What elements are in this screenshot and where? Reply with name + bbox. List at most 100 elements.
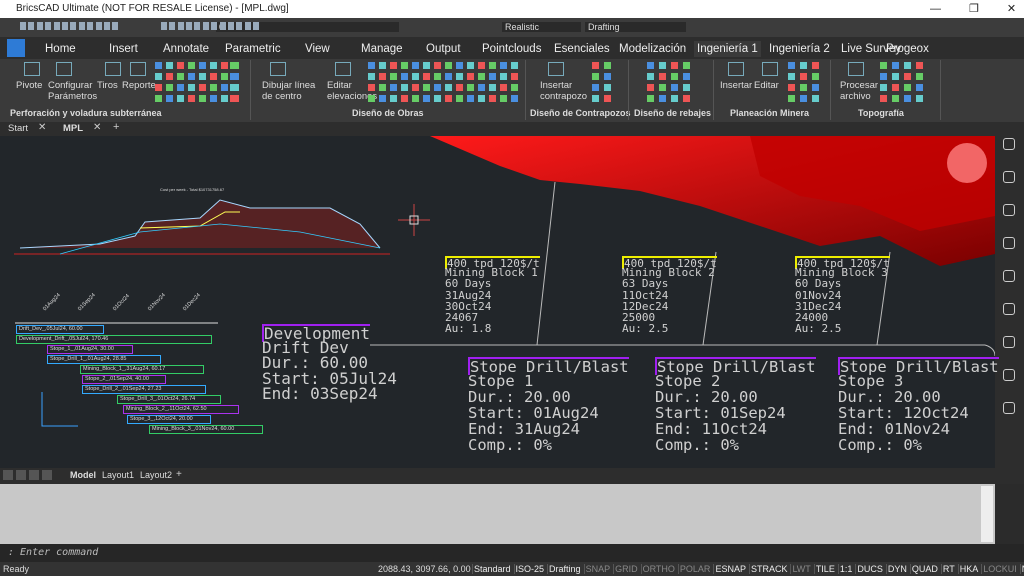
toolbar-icon[interactable] — [45, 22, 52, 30]
ribbon-small-icon[interactable] — [683, 84, 690, 91]
ribbon-small-icon[interactable] — [155, 73, 162, 80]
ribbon-small-icon[interactable] — [892, 84, 899, 91]
toolbar-icon[interactable] — [87, 22, 94, 30]
layout-tab[interactable]: Layout2 — [140, 470, 173, 480]
ribbon-small-icon[interactable] — [880, 73, 887, 80]
ribbon-small-icon[interactable] — [892, 62, 899, 69]
toolbar-icon[interactable] — [236, 22, 243, 30]
ribbon-button[interactable]: Editar — [754, 80, 779, 91]
ribbon-small-icon[interactable] — [892, 95, 899, 102]
status-toggle[interactable]: None — [1019, 564, 1024, 574]
ribbon-small-icon[interactable] — [904, 73, 911, 80]
command-scrollbar[interactable] — [981, 486, 993, 542]
ribbon-small-icon[interactable] — [812, 73, 819, 80]
ribbon-icon[interactable] — [728, 62, 744, 76]
menu-tab[interactable]: Ingeniería 2 — [769, 43, 830, 55]
status-toggle[interactable]: STRACK — [748, 564, 788, 574]
ribbon-small-icon[interactable] — [434, 62, 441, 69]
ribbon-small-icon[interactable] — [467, 84, 474, 91]
ribbon-button[interactable]: Dibujar línea de centro — [262, 80, 316, 102]
ribbon-icon[interactable] — [270, 62, 286, 76]
ribbon-small-icon[interactable] — [604, 84, 611, 91]
status-toggle[interactable]: DUCS — [855, 564, 883, 574]
ribbon-small-icon[interactable] — [489, 95, 496, 102]
status-toggle[interactable]: SNAP — [583, 564, 611, 574]
layout-nav[interactable] — [42, 470, 52, 480]
ribbon-small-icon[interactable] — [916, 84, 923, 91]
menu-tab[interactable]: Esenciales — [554, 43, 610, 55]
ribbon-small-icon[interactable] — [788, 73, 795, 80]
ribbon-small-icon[interactable] — [412, 95, 419, 102]
ribbon-small-icon[interactable] — [423, 73, 430, 80]
ribbon-small-icon[interactable] — [659, 95, 666, 102]
ribbon-small-icon[interactable] — [188, 62, 195, 69]
toolbar-icon[interactable] — [112, 22, 119, 30]
ribbon-small-icon[interactable] — [478, 84, 485, 91]
toolbar-icon[interactable] — [169, 22, 176, 30]
ribbon-small-icon[interactable] — [166, 73, 173, 80]
ribbon-small-icon[interactable] — [445, 62, 452, 69]
ribbon-small-icon[interactable] — [478, 73, 485, 80]
ribbon-small-icon[interactable] — [445, 73, 452, 80]
ribbon-small-icon[interactable] — [604, 62, 611, 69]
status-toggle[interactable]: ESNAP — [713, 564, 746, 574]
ribbon-small-icon[interactable] — [683, 62, 690, 69]
ribbon-small-icon[interactable] — [456, 84, 463, 91]
ribbon-small-icon[interactable] — [221, 95, 228, 102]
ribbon-small-icon[interactable] — [659, 73, 666, 80]
ribbon-small-icon[interactable] — [390, 84, 397, 91]
ribbon-small-icon[interactable] — [800, 95, 807, 102]
ribbon-small-icon[interactable] — [683, 73, 690, 80]
ribbon-small-icon[interactable] — [467, 95, 474, 102]
ribbon-small-icon[interactable] — [500, 73, 507, 80]
ribbon-small-icon[interactable] — [221, 73, 228, 80]
ribbon-small-icon[interactable] — [210, 95, 217, 102]
ribbon-small-icon[interactable] — [904, 95, 911, 102]
menu-tab[interactable]: Live Survey — [841, 43, 902, 55]
ribbon-small-icon[interactable] — [892, 73, 899, 80]
tab-close[interactable]: ✕ — [93, 122, 102, 133]
status-toggle[interactable]: HKA — [957, 564, 979, 574]
ribbon-icon[interactable] — [130, 62, 146, 76]
ribbon-small-icon[interactable] — [511, 62, 518, 69]
ribbon-small-icon[interactable] — [401, 62, 408, 69]
status-toggle[interactable]: 1:1 — [837, 564, 853, 574]
ribbon-button[interactable]: Tiros — [97, 80, 118, 91]
ribbon-small-icon[interactable] — [423, 62, 430, 69]
toolbar-icon[interactable] — [70, 22, 77, 30]
ribbon-small-icon[interactable] — [412, 62, 419, 69]
ribbon-small-icon[interactable] — [368, 95, 375, 102]
ribbon-small-icon[interactable] — [812, 62, 819, 69]
toolbar-icon[interactable] — [219, 22, 226, 30]
ribbon-small-icon[interactable] — [880, 84, 887, 91]
status-toggle[interactable]: POLAR — [677, 564, 711, 574]
sidebar-icon[interactable] — [1003, 270, 1015, 282]
ribbon-small-icon[interactable] — [401, 73, 408, 80]
toolbar-icon[interactable] — [186, 22, 192, 30]
layout-nav[interactable] — [3, 470, 13, 480]
ribbon-small-icon[interactable] — [445, 84, 452, 91]
ribbon-icon[interactable] — [548, 62, 564, 76]
ribbon-button[interactable]: Insertar contrapozo — [540, 80, 588, 102]
status-toggle[interactable]: LWT — [790, 564, 811, 574]
layout-nav[interactable] — [16, 470, 26, 480]
ribbon-small-icon[interactable] — [500, 84, 507, 91]
status-toggle[interactable]: QUAD — [909, 564, 938, 574]
ribbon-small-icon[interactable] — [379, 95, 386, 102]
ribbon-small-icon[interactable] — [478, 95, 485, 102]
ribbon-icon[interactable] — [848, 62, 864, 76]
ribbon-icon[interactable] — [56, 62, 72, 76]
sidebar-icon[interactable] — [1003, 237, 1015, 249]
ribbon-small-icon[interactable] — [800, 62, 807, 69]
ribbon-small-icon[interactable] — [467, 73, 474, 80]
toolbar-icon[interactable] — [20, 22, 26, 30]
ribbon-small-icon[interactable] — [592, 84, 599, 91]
ribbon-button[interactable]: Procesar archivo — [840, 80, 879, 102]
menu-tab[interactable]: Pointclouds — [482, 43, 542, 55]
ribbon-small-icon[interactable] — [592, 62, 599, 69]
ribbon-small-icon[interactable] — [467, 62, 474, 69]
ribbon-button[interactable]: Configurar Parámetros — [48, 80, 98, 102]
toolbar-icon[interactable] — [228, 22, 234, 30]
ribbon-small-icon[interactable] — [671, 73, 678, 80]
ribbon-small-icon[interactable] — [423, 84, 430, 91]
